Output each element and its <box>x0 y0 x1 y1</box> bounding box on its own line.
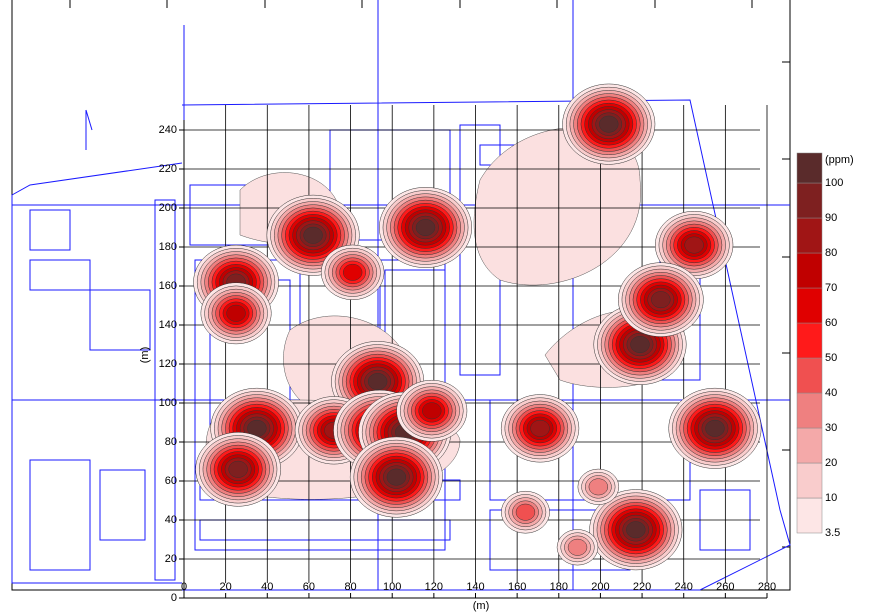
axes: 0 20 40 60 80 100 120 140 160 180 200 220 240 260 280 0… <box>159 120 776 604</box>
colorbar-label: 60 <box>825 317 837 329</box>
y-tick-label: 0 <box>171 592 177 604</box>
contour-ring <box>530 419 550 437</box>
contour-ring <box>626 521 646 539</box>
contour-ring <box>226 304 246 322</box>
contours <box>193 83 762 571</box>
x-tick-label: 100 <box>383 581 401 593</box>
x-tick-label: 240 <box>675 581 693 593</box>
contour-ring <box>651 291 671 309</box>
colorbar-label: 90 <box>825 212 837 224</box>
colorbar-label: 10 <box>825 492 837 504</box>
contour-ring <box>588 478 609 496</box>
x-tick-label: 40 <box>261 581 273 593</box>
contour-ring <box>684 236 704 254</box>
colorbar-segment <box>796 462 823 499</box>
contour-ring <box>342 263 363 281</box>
colorbar-label: 100 <box>825 177 843 189</box>
y-tick-label: 40 <box>165 514 177 526</box>
x-tick-label: 0 <box>181 581 187 593</box>
colorbar-label: 30 <box>825 422 837 434</box>
colorbar-segment <box>796 287 823 324</box>
y-tick-label: 100 <box>159 397 177 409</box>
x-tick-label: 160 <box>508 581 526 593</box>
colorbar-label: 3.5 <box>825 527 840 539</box>
contour-ring <box>415 219 436 236</box>
contour-ring <box>567 538 588 556</box>
colorbar-segment <box>796 252 823 289</box>
contour-ring <box>630 336 650 353</box>
colorbar-label: 50 <box>825 352 837 364</box>
x-tick-label: 140 <box>466 581 484 593</box>
y-tick-label: 160 <box>159 280 177 292</box>
colorbar-label: 70 <box>825 282 837 294</box>
x-tick-label: 20 <box>220 581 232 593</box>
y-tick-label: 140 <box>159 319 177 331</box>
colorbar-label: 80 <box>825 247 837 259</box>
contour-ring <box>705 419 725 437</box>
x-tick-label: 200 <box>591 581 609 593</box>
y-tick-label: 60 <box>165 475 177 487</box>
contour-ring <box>515 503 536 521</box>
x-tick-label: 280 <box>758 581 776 593</box>
colorbar-segment <box>796 497 823 534</box>
colorbar-segment <box>796 357 823 394</box>
colorbar-label: 20 <box>825 457 837 469</box>
y-axis-label: (m) <box>139 347 151 364</box>
colorbar: 3.5 10 20 30 40 50 60 70 80 90 100 <box>796 152 843 539</box>
x-tick-label: 120 <box>425 581 443 593</box>
contour-ring <box>303 226 323 244</box>
x-tick-label: 260 <box>716 581 734 593</box>
x-axis-label: (m) <box>473 600 490 612</box>
x-tick-label: 220 <box>633 581 651 593</box>
colorbar-segment <box>796 427 823 464</box>
colorbar-segment <box>796 217 823 254</box>
colorbar-label: 40 <box>825 387 837 399</box>
x-tick-label: 60 <box>303 581 315 593</box>
contour-ring <box>367 373 388 390</box>
y-tick-label: 20 <box>165 553 177 565</box>
y-tick-label: 80 <box>165 436 177 448</box>
colorbar-unit: (ppm) <box>825 154 854 166</box>
colorbar-segment <box>796 392 823 429</box>
y-tick-label: 120 <box>159 358 177 370</box>
colorbar-segment <box>796 182 823 219</box>
y-tick-label: 220 <box>159 163 177 175</box>
contour-ring <box>228 460 248 478</box>
contour-ring <box>422 402 442 420</box>
x-tick-label: 80 <box>344 581 356 593</box>
x-tick-label: 180 <box>550 581 568 593</box>
y-tick-label: 240 <box>159 124 177 136</box>
y-tick-label: 200 <box>159 202 177 214</box>
contour-ring <box>386 468 407 486</box>
y-tick-label: 180 <box>159 241 177 253</box>
colorbar-segment <box>796 152 823 184</box>
colorbar-segment <box>796 322 823 359</box>
contour-ring <box>599 115 619 133</box>
